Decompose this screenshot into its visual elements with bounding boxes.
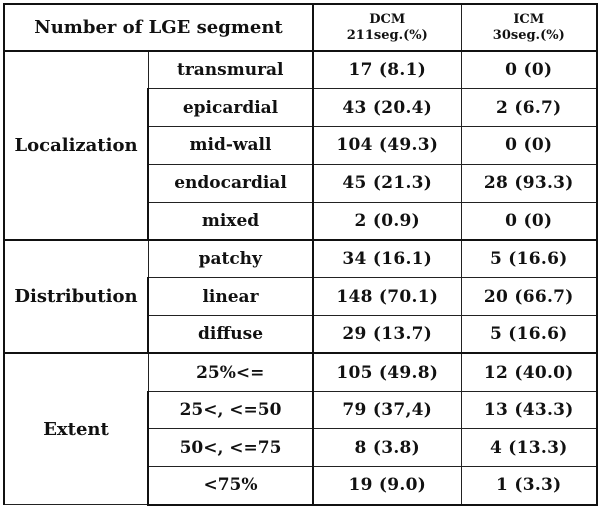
icm-value-cell: 4 (13.3): [460, 428, 599, 468]
table-row: Distribution patchy 34 (16.1) 5 (16.6): [3, 238, 599, 354]
icm-value-cell: 20 (66.7): [460, 277, 599, 317]
icm-value-cell: 0 (0): [460, 201, 599, 241]
table-row: mixed 2 (0.9) 0 (0): [4, 201, 599, 241]
icm-value-cell: 0 (0): [460, 126, 599, 165]
row-label-cell: patchy: [147, 238, 315, 279]
icm-value-cell: 28 (93.3): [460, 163, 599, 203]
icm-value-cell: 13 (43.3): [460, 390, 599, 430]
category-cell: Distribution: [3, 238, 149, 354]
table-row: linear 148 (70.1) 20 (66.7): [4, 277, 599, 317]
row-label-cell: 50<, <=75: [146, 428, 315, 468]
dcm-value-cell: 2 (0.9): [312, 201, 462, 241]
row-label-cell: transmural: [147, 50, 315, 90]
icm-value-cell: 5 (16.6): [460, 315, 599, 354]
table-row: 25<, <=50 79 (37,4) 13 (43.3): [4, 390, 599, 430]
header-dcm: DCM 211seg.(%): [312, 3, 462, 52]
icm-value-cell: 5 (16.6): [460, 238, 599, 279]
row-label-cell: endocardial: [146, 163, 315, 203]
row-label-cell: diffuse: [146, 315, 315, 354]
dcm-value-cell: 79 (37,4): [312, 390, 462, 430]
table-row: mid-wall 104 (49.3) 0 (0): [4, 126, 599, 165]
dcm-value-cell: 43 (20.4): [312, 88, 462, 128]
header-row: Number of LGE segment DCM 211seg.(%) ICM…: [2, 3, 599, 52]
table-row: Extent 25%<= 105 (49.8) 12 (40.0): [3, 352, 599, 506]
dcm-value-cell: 29 (13.7): [312, 315, 462, 354]
header-icm-count: 30seg.(%): [492, 27, 565, 43]
row-label-cell: mixed: [146, 201, 315, 241]
row-label-cell: epicardial: [146, 88, 315, 128]
dcm-value-cell: 45 (21.3): [312, 163, 462, 203]
dcm-value-cell: 34 (16.1): [312, 238, 462, 279]
table-row: epicardial 43 (20.4) 2 (6.7): [4, 88, 599, 128]
icm-value-cell: 2 (6.7): [460, 88, 599, 128]
row-label-cell: mid-wall: [146, 126, 315, 165]
row-label-cell: 25%<=: [147, 352, 315, 392]
category-cell: Localization: [3, 50, 149, 241]
header-title: Number of LGE segment: [2, 3, 315, 52]
icm-value-cell: 12 (40.0): [460, 352, 599, 392]
table-row: endocardial 45 (21.3) 28 (93.3): [4, 163, 599, 203]
table-row: diffuse 29 (13.7) 5 (16.6): [4, 315, 599, 354]
table-row: 50<, <=75 8 (3.8) 4 (13.3): [4, 428, 599, 468]
dcm-value-cell: 148 (70.1): [312, 277, 462, 317]
header-dcm-name: DCM: [369, 11, 406, 27]
lge-segment-table: Number of LGE segment DCM 211seg.(%) ICM…: [2, 3, 599, 506]
dcm-value-cell: 17 (8.1): [312, 50, 462, 90]
dcm-value-cell: 105 (49.8): [312, 352, 462, 392]
row-label-cell: 25<, <=50: [146, 390, 315, 430]
icm-value-cell: 0 (0): [460, 50, 599, 90]
dcm-value-cell: 8 (3.8): [312, 428, 462, 468]
row-label-cell: linear: [146, 277, 315, 317]
table-row: Localization transmural 17 (8.1) 0 (0): [3, 50, 599, 241]
header-icm-name: ICM: [513, 11, 545, 27]
header-dcm-count: 211seg.(%): [346, 27, 428, 43]
header-icm: ICM 30seg.(%): [460, 3, 599, 52]
dcm-value-cell: 104 (49.3): [312, 126, 462, 165]
category-cell: Extent: [3, 352, 149, 506]
